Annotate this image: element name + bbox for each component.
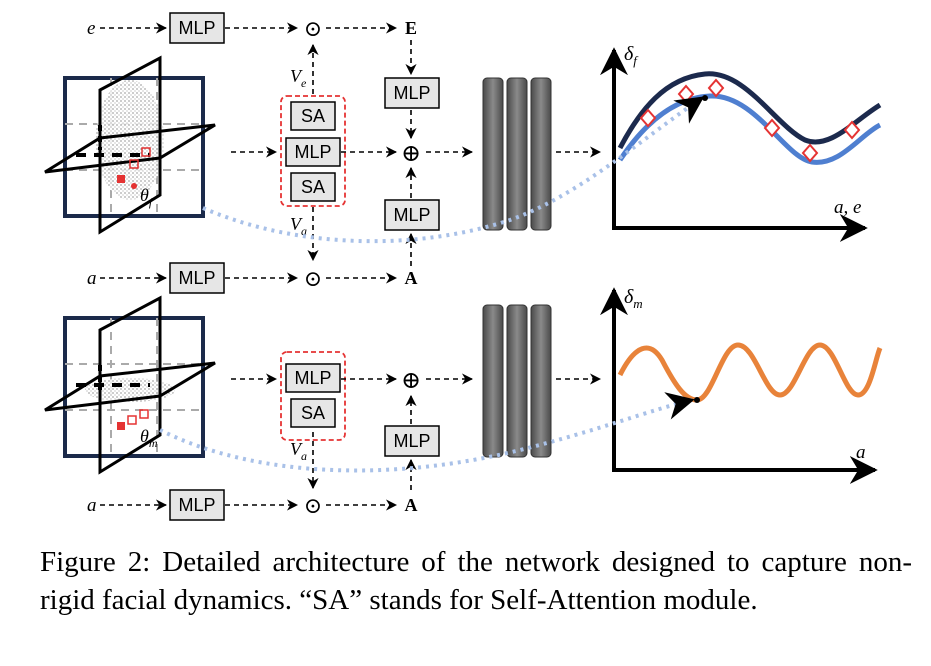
va-label-top: Va xyxy=(290,214,307,238)
odot-a-bottom: ⊙ xyxy=(304,493,322,518)
bottom-dotted-connector xyxy=(159,392,695,473)
ve-label: Ve xyxy=(290,66,307,90)
odot-a-top: ⊙ xyxy=(304,266,322,291)
bottom-plot-ylabel: δm xyxy=(624,286,643,311)
top-branch: θf e MLP ⊙ E Ve SA MLP SA xyxy=(44,12,882,294)
mlp-a-box-top: MLP xyxy=(169,262,225,294)
top-plot-xlabel: a, e xyxy=(834,197,861,218)
mlp-a-box-bottom: MLP xyxy=(169,489,225,521)
oplus-bottom: ⊕ xyxy=(401,368,421,394)
bottom-plot-xlabel: a xyxy=(856,442,866,463)
svg-text:MLP: MLP xyxy=(178,18,215,38)
figure-caption: Figure 2: Detailed architecture of the n… xyxy=(40,546,912,616)
svg-text:MLP: MLP xyxy=(393,83,430,103)
architecture-diagram: θf e MLP ⊙ E Ve SA MLP SA xyxy=(44,12,883,521)
bottom-plot: δm a xyxy=(600,286,883,484)
input-a-label-top: a xyxy=(87,268,97,289)
output-A-bottom: A xyxy=(405,495,418,515)
mlp-e-box: MLP xyxy=(169,12,225,44)
svg-text:MLP: MLP xyxy=(393,205,430,225)
top-plot-ylabel: δf xyxy=(624,43,639,68)
top-sa-group: SA MLP SA xyxy=(280,95,346,207)
input-e-label: e xyxy=(87,18,95,39)
curve-orange xyxy=(617,342,883,403)
odot-e: ⊙ xyxy=(304,16,322,41)
svg-text:SA: SA xyxy=(301,403,325,423)
top-dotted-connector xyxy=(202,96,705,244)
svg-text:MLP: MLP xyxy=(393,431,430,451)
va-label-bottom: Va xyxy=(290,439,307,463)
bottom-layer-stack xyxy=(482,304,552,458)
input-a-label-bottom: a xyxy=(87,495,97,516)
curve-dark xyxy=(617,71,882,150)
bottom-sa-group: MLP SA xyxy=(280,351,346,441)
bottom-face-volume: θm xyxy=(44,295,216,475)
mlp-A-box-bottom: MLP xyxy=(384,425,440,457)
svg-text:MLP: MLP xyxy=(178,495,215,515)
output-E: E xyxy=(405,18,417,38)
svg-text:MLP: MLP xyxy=(294,368,331,388)
face-point-cloud xyxy=(96,80,164,200)
svg-text:θf: θf xyxy=(140,185,154,209)
curve-blue xyxy=(617,93,882,165)
top-face-volume: θf xyxy=(44,55,216,235)
svg-text:θm: θm xyxy=(140,426,158,450)
bottom-branch: θm MLP SA ⊕ MLP Va a M xyxy=(44,286,883,521)
svg-text:SA: SA xyxy=(301,177,325,197)
mlp-E-box: MLP xyxy=(384,77,440,109)
output-A-top: A xyxy=(405,268,418,288)
svg-text:MLP: MLP xyxy=(178,268,215,288)
mlp-A-box-top: MLP xyxy=(384,199,440,231)
top-plot: δf a, e xyxy=(600,43,882,242)
svg-text:MLP: MLP xyxy=(294,142,331,162)
oplus-top: ⊕ xyxy=(401,141,421,167)
svg-text:SA: SA xyxy=(301,106,325,126)
top-layer-stack xyxy=(482,77,552,231)
